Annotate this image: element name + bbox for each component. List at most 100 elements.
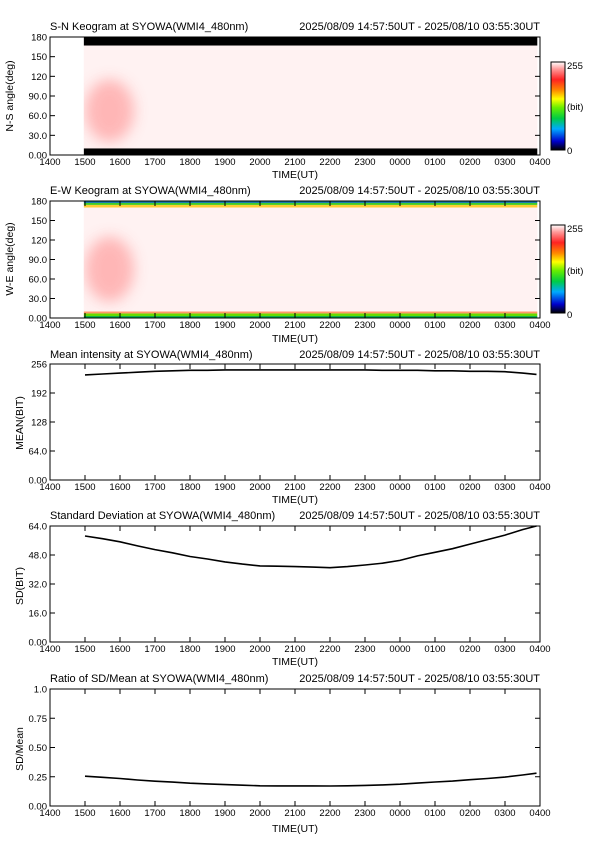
- ratio-ytick-label: 0.75: [29, 714, 48, 725]
- sn-ytick-label: 90.0: [29, 92, 48, 103]
- ew-ylabel: W-E angle(deg): [4, 222, 16, 295]
- sd-ytick-label: 48.0: [29, 551, 48, 562]
- sn-colorbar-unit: (bit): [567, 102, 583, 113]
- ratio-xtick-label: 2200: [319, 808, 340, 819]
- sd-xtick-label: 0100: [424, 644, 445, 655]
- ratio-xtick-label: 1500: [74, 808, 95, 819]
- ratio-title: Ratio of SD/Mean at SYOWA(WMI4_480nm): [50, 673, 268, 685]
- mean-title: Mean intensity at SYOWA(WMI4_480nm): [50, 349, 253, 361]
- ew-subtitle: 2025/08/09 14:57:50UT - 2025/08/10 03:55…: [299, 185, 540, 197]
- mean-xtick-label: 2000: [249, 482, 270, 493]
- sn-colorbar: 255 (bit) 0: [550, 61, 583, 157]
- sd-xtick-label: 1700: [144, 644, 165, 655]
- sn-colorbar-max: 255: [567, 61, 583, 72]
- sn-xtick-label: 1600: [109, 157, 130, 168]
- ratio-xtick-label: 0400: [529, 808, 550, 819]
- ew-xtick-label: 1900: [214, 320, 235, 331]
- ratio-xtick-label: 0300: [494, 808, 515, 819]
- ew-plot: 1400 1500 1600 1700 1800 1900 2000 2100 2200 2300…: [29, 197, 551, 332]
- sn-plot: 1400 1500 1600 1700 1800 1900 2000 2100 2200 2300…: [29, 33, 551, 169]
- ew-xtick-label: 1500: [74, 320, 95, 331]
- sd-xtick-label: 1500: [74, 644, 95, 655]
- ew-title: E-W Keogram at SYOWA(WMI4_480nm): [50, 185, 251, 197]
- mean-xtick-label: 1700: [144, 482, 165, 493]
- mean-xtick-label: 0200: [459, 482, 480, 493]
- sn-ytick-label: 30.0: [29, 131, 48, 142]
- sn-ytick-label: 180: [31, 33, 47, 44]
- sd-xtick-label: 2000: [249, 644, 270, 655]
- ew-ytick-label: 60.0: [29, 275, 48, 286]
- sn-title: S-N Keogram at SYOWA(WMI4_480nm): [50, 21, 248, 33]
- ratio-ytick-label: 0.00: [29, 802, 48, 813]
- sd-title: Standard Deviation at SYOWA(WMI4_480nm): [50, 510, 275, 522]
- sd-series-line: [84, 525, 537, 569]
- sn-xtick-label: 1900: [214, 157, 235, 168]
- ew-xtick-label: 0200: [459, 320, 480, 331]
- ew-band-2: [83, 311, 538, 314]
- sn-xtick-label: 1800: [179, 157, 200, 168]
- ratio-subtitle: 2025/08/09 14:57:50UT - 2025/08/10 03:55…: [299, 673, 540, 685]
- sd-xtick-label: 1600: [109, 644, 130, 655]
- sn-xtick-label: 1700: [144, 157, 165, 168]
- mean-frame: [49, 363, 541, 481]
- ratio-ytick-label: 0.25: [29, 772, 48, 783]
- sn-xtick-label: 2000: [249, 157, 270, 168]
- mean-xtick-label: 0300: [494, 482, 515, 493]
- mean-xtick-label: 1600: [109, 482, 130, 493]
- sn-xtick-label: 0100: [424, 157, 445, 168]
- ew-xlabel: TIME(UT): [272, 333, 318, 345]
- sd-ytick-label: 64.0: [29, 522, 48, 533]
- sd-xtick-label: 0400: [529, 644, 550, 655]
- mean-ytick-label: 256: [31, 360, 47, 371]
- ratio-xtick-label: 1800: [179, 808, 200, 819]
- ew-band-5: [83, 201, 538, 203]
- panel-sn-keogram: S-N Keogram at SYOWA(WMI4_480nm) 2025/08…: [4, 21, 583, 181]
- sd-xtick-label: 1900: [214, 644, 235, 655]
- mean-xtick-label: 2100: [284, 482, 305, 493]
- ew-ytick-label: 180: [31, 197, 47, 208]
- mean-ytick-label: 64.0: [29, 447, 48, 458]
- mean-xlabel: TIME(UT): [272, 494, 318, 506]
- ew-band-1: [83, 313, 538, 317]
- ratio-ytick-label: 1.0: [34, 685, 47, 696]
- ew-xtick-label: 0000: [389, 320, 410, 331]
- ratio-xlabel: TIME(UT): [272, 823, 318, 835]
- ew-xtick-label: 0400: [529, 320, 550, 331]
- ew-xtick-label: 2300: [354, 320, 375, 331]
- sd-subtitle: 2025/08/09 14:57:50UT - 2025/08/10 03:55…: [299, 510, 540, 522]
- ew-colorbar-max: 255: [567, 224, 583, 235]
- ratio-xtick-label: 0200: [459, 808, 480, 819]
- mean-xtick-label: 0400: [529, 482, 550, 493]
- ew-xtick-label: 1800: [179, 320, 200, 331]
- mean-xtick-label: 1500: [74, 482, 95, 493]
- sn-xtick-label: 2300: [354, 157, 375, 168]
- panel-standard-deviation: Standard Deviation at SYOWA(WMI4_480nm) …: [14, 510, 551, 668]
- mean-xtick-label: 0100: [424, 482, 445, 493]
- ew-image-layer: [83, 201, 538, 318]
- ew-xtick-label: 1700: [144, 320, 165, 331]
- sn-ytick-label: 0.00: [29, 151, 48, 162]
- sn-glow-0: [85, 79, 134, 142]
- sn-image-layer: [83, 37, 538, 155]
- ew-colorbar-unit: (bit): [567, 266, 583, 277]
- ew-ytick-label: 90.0: [29, 255, 48, 266]
- ew-glow-0: [85, 236, 134, 302]
- mean-xtick-label: 1900: [214, 482, 235, 493]
- ew-colorbar-min: 0: [567, 310, 572, 321]
- ratio-xtick-label: 2000: [249, 808, 270, 819]
- ratio-xtick-label: 2100: [284, 808, 305, 819]
- sn-xtick-label: 0300: [494, 157, 515, 168]
- sn-ytick-label: 60.0: [29, 111, 48, 122]
- sn-band-1: [83, 37, 538, 46]
- sd-ytick-label: 16.0: [29, 609, 48, 620]
- sn-ytick-label: 150: [31, 52, 47, 63]
- sd-xtick-label: 2300: [354, 644, 375, 655]
- panel-sd-mean-ratio: Ratio of SD/Mean at SYOWA(WMI4_480nm) 20…: [14, 673, 551, 835]
- sn-xtick-label: 2100: [284, 157, 305, 168]
- sn-xtick-label: 0000: [389, 157, 410, 168]
- sd-xlabel: TIME(UT): [272, 656, 318, 668]
- ratio-xtick-label: 1900: [214, 808, 235, 819]
- ew-xtick-label: 0100: [424, 320, 445, 331]
- mean-xtick-label: 2300: [354, 482, 375, 493]
- sn-xtick-label: 2200: [319, 157, 340, 168]
